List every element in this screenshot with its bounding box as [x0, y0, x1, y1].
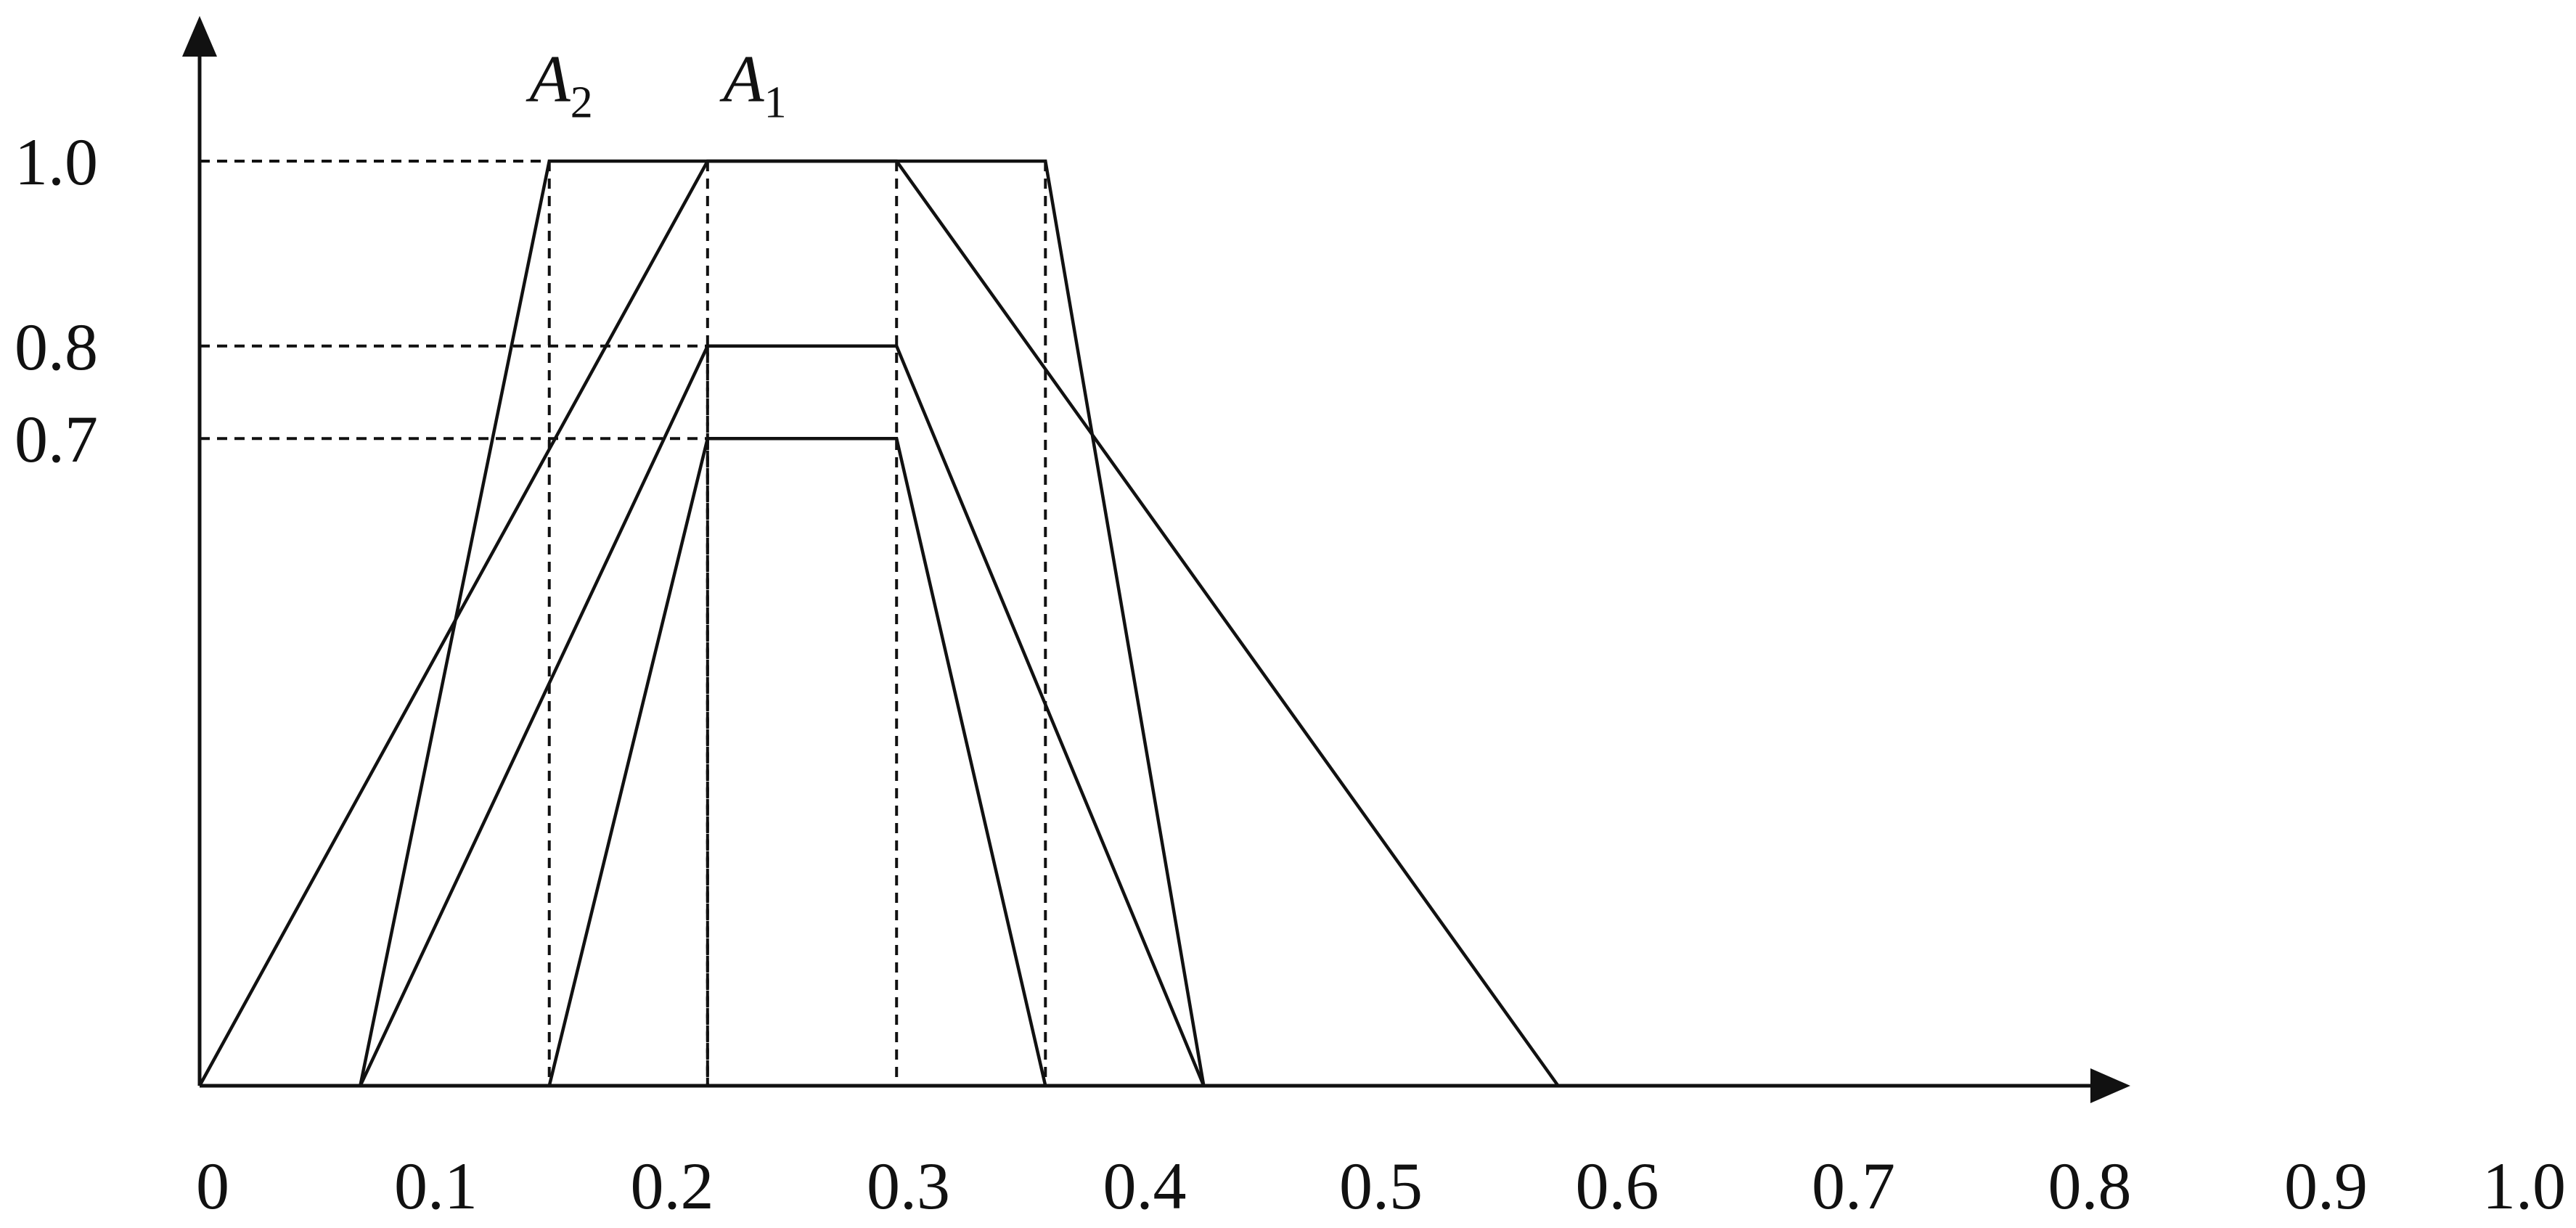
series-lines — [198, 159, 1560, 1087]
axes — [182, 16, 2130, 1103]
x-tick-label: 0.3 — [867, 1149, 950, 1223]
curve-label-1: A1 — [719, 42, 786, 128]
x-tick-label: 0.7 — [1812, 1149, 1895, 1223]
series-line-3 — [547, 436, 1047, 1086]
y-tick-label: 0.8 — [15, 310, 98, 384]
series-line-1 — [359, 159, 1206, 1086]
x-tick-label: 0.4 — [1103, 1149, 1187, 1223]
x-tick-label: 0.2 — [631, 1149, 714, 1223]
y-axis-arrow — [182, 16, 217, 57]
series-line-0 — [198, 159, 1560, 1087]
x-tick-label: 0.8 — [2048, 1149, 2132, 1223]
series-line-2 — [359, 344, 1206, 1086]
x-tick-label: 0.9 — [2284, 1149, 2368, 1223]
x-tick-label: 0 — [196, 1149, 229, 1223]
x-axis-arrow — [2090, 1068, 2130, 1103]
x-tick-label: 1.0 — [2482, 1149, 2566, 1223]
curve-labels: A2 A1 — [526, 42, 787, 128]
y-tick-label: 0.7 — [15, 402, 98, 476]
x-tick-label: 0.5 — [1339, 1149, 1423, 1223]
tick-labels: 0 0.1 0.2 0.3 0.4 0.5 0.6 0.7 0.8 0.9 1.0 1.0 0.8 0.7 — [15, 125, 2566, 1223]
x-tick-label: 0.1 — [394, 1149, 478, 1223]
curve-label-0: A2 — [526, 42, 593, 128]
x-tick-label: 0.6 — [1576, 1149, 1659, 1223]
y-tick-label: 1.0 — [15, 125, 98, 199]
guide-lines — [200, 160, 1047, 1086]
